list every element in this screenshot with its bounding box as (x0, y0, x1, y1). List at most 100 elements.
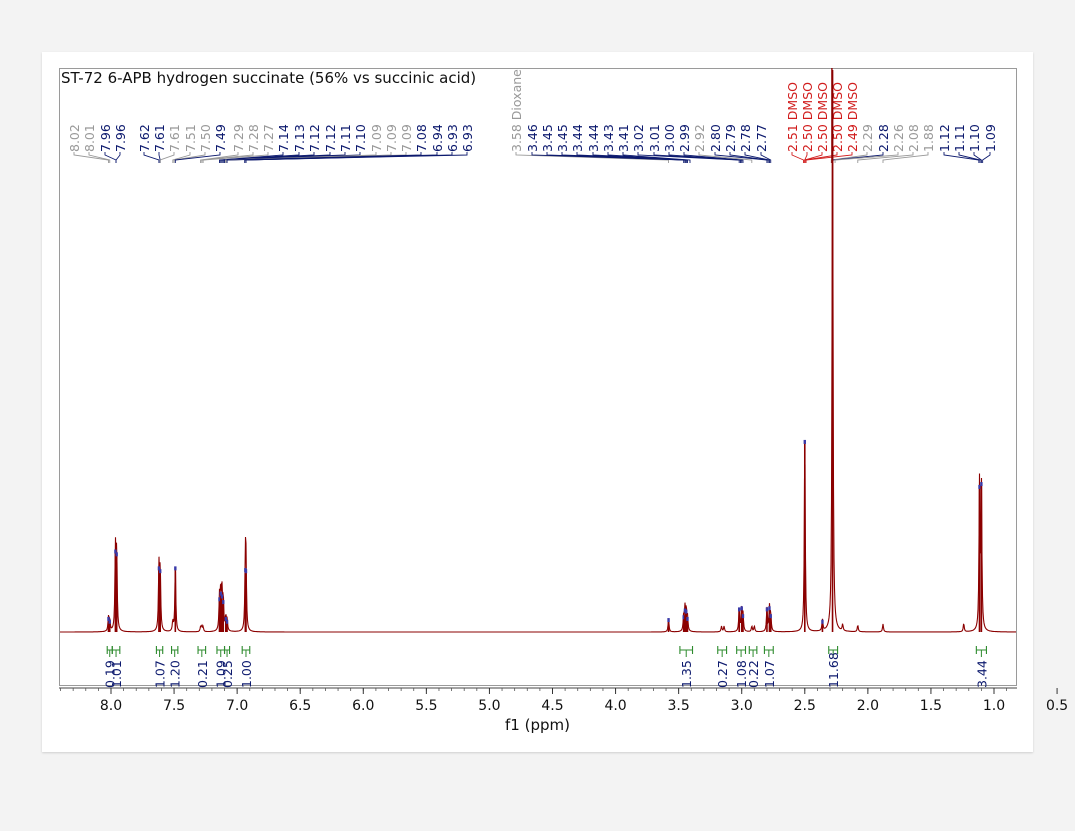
peak-label: 7.62 (137, 124, 152, 152)
peak-label: 7.29 (231, 124, 246, 152)
peak-marker (686, 616, 689, 621)
chart-title: ST-72 6-APB hydrogen succinate (56% vs s… (61, 69, 477, 87)
peak-marker (740, 606, 743, 611)
peak-label: 7.61 (167, 124, 182, 152)
peak-label: 3.43 (601, 124, 616, 152)
peak-marker (220, 594, 224, 599)
peak-label-leader (729, 152, 769, 163)
peak-marker (225, 619, 229, 624)
spectrum-paper (42, 52, 1033, 752)
peak-label: 2.79 (723, 124, 738, 152)
peak-label: 3.44 (570, 124, 585, 152)
peak-label: 1.10 (967, 124, 982, 152)
peak-label: 2.26 (891, 124, 906, 152)
integral-value: 0.21 (195, 660, 210, 688)
peak-label: 7.61 (152, 124, 167, 152)
peak-label: 1.12 (937, 124, 952, 152)
peak-label: 1.88 (921, 124, 936, 152)
peak-label: 2.50 DMSO (800, 82, 815, 152)
integral-value: 0.22 (746, 660, 761, 688)
peak-label-leader (172, 152, 191, 163)
peak-label-leader (88, 152, 111, 163)
peak-marker (685, 609, 688, 614)
peak-label: 2.50 DMSO (830, 82, 845, 152)
x-tick-label: 0.5 (1046, 698, 1068, 714)
peak-marker (222, 600, 225, 605)
peak-marker (980, 482, 983, 487)
peak-labels-group: 8.02 8.01 7.96 7.96 7.62 7.61 7.61 7.51 7.50 7.49… (67, 68, 998, 163)
peak-label-leader (143, 152, 160, 163)
peak-marker (114, 549, 117, 554)
peak-label-leader (245, 152, 468, 163)
integral-value: 3.44 (974, 660, 989, 688)
peak-label: 7.28 (246, 124, 261, 152)
peak-marker (768, 606, 771, 611)
peak-label-leader (173, 152, 206, 163)
peak-label-leader (200, 152, 239, 163)
peak-label-leader (683, 152, 744, 163)
peak-label-leader (791, 152, 804, 163)
x-tick-label: 5.5 (415, 698, 437, 714)
peak-label: 2.49 DMSO (845, 82, 860, 152)
peak-label: 3.44 (586, 124, 601, 152)
peak-label-leader (637, 152, 740, 163)
peak-marker (224, 616, 227, 621)
x-tick-label: 1.0 (983, 698, 1005, 714)
peak-label: 7.10 (353, 124, 368, 152)
plot-frame (59, 68, 1017, 686)
integral-value: 11.68 (826, 652, 841, 688)
peak-label-leader (714, 152, 768, 163)
peak-label-leader (174, 152, 221, 163)
spectrum-group (60, 70, 1016, 633)
peak-label: 3.00 (662, 124, 677, 152)
peak-label-leader (805, 152, 853, 163)
peak-label: 1.11 (952, 124, 967, 152)
x-tick-label: 6.0 (352, 698, 374, 714)
x-tick-label: 2.5 (794, 698, 816, 714)
x-tick-label: 2.0 (857, 698, 879, 714)
peak-label: 2.77 (754, 124, 769, 152)
x-tick-label: 6.5 (289, 698, 311, 714)
integral-value: 1.35 (679, 660, 694, 688)
peak-label: 7.51 (183, 124, 198, 152)
integrals-group: 0.191.01 1.07 1.20 0.21 1.090.25 1.00 1.35 0.27… (103, 646, 989, 688)
peak-marker (769, 614, 772, 619)
peak-label-leader (760, 152, 772, 163)
peak-marker (107, 616, 110, 621)
peak-label: 7.27 (261, 124, 276, 152)
peak-marker (667, 618, 670, 623)
peak-marker (978, 484, 981, 489)
x-tick-label: 4.0 (604, 698, 626, 714)
x-tick-label: 5.0 (478, 698, 500, 714)
peak-label-leader (201, 152, 254, 163)
peak-label: 7.14 (276, 124, 291, 152)
peak-label: 2.92 (692, 124, 707, 152)
peak-label-leader (653, 152, 741, 163)
peak-marker (115, 552, 118, 557)
peak-label: 2.08 (906, 124, 921, 152)
peak-marker (218, 597, 221, 602)
peak-label: 2.80 (708, 124, 723, 152)
integral-value: 1.07 (762, 660, 777, 688)
x-axis-group: 8.0 7.5 7.0 6.5 6.0 5.5 5.0 4.5 4.0 3.5 3.0 2.5 2.0 1… (59, 687, 1068, 714)
peak-label-leader (982, 152, 991, 163)
peak-marker (821, 619, 824, 624)
peak-label-leader (698, 152, 753, 163)
integral-value: 1.20 (168, 660, 183, 688)
peak-label-leader (104, 152, 117, 163)
peak-label: 8.02 (67, 124, 82, 152)
peak-label: 3.41 (616, 124, 631, 152)
x-tick-label: 3.5 (668, 698, 690, 714)
peak-label-leader (607, 152, 688, 163)
x-tick-label: 7.5 (163, 698, 185, 714)
peak-label: 3.45 (555, 124, 570, 152)
integral-value: 1.08 (734, 660, 749, 688)
x-axis-label: f1 (ppm) (505, 716, 570, 734)
peak-label-leader (668, 152, 743, 163)
peak-label-leader (159, 152, 175, 163)
peak-marker (741, 614, 745, 619)
peak-label: 7.09 (369, 124, 384, 152)
integral-value: 1.01 (109, 660, 124, 688)
peak-marker (682, 615, 685, 620)
